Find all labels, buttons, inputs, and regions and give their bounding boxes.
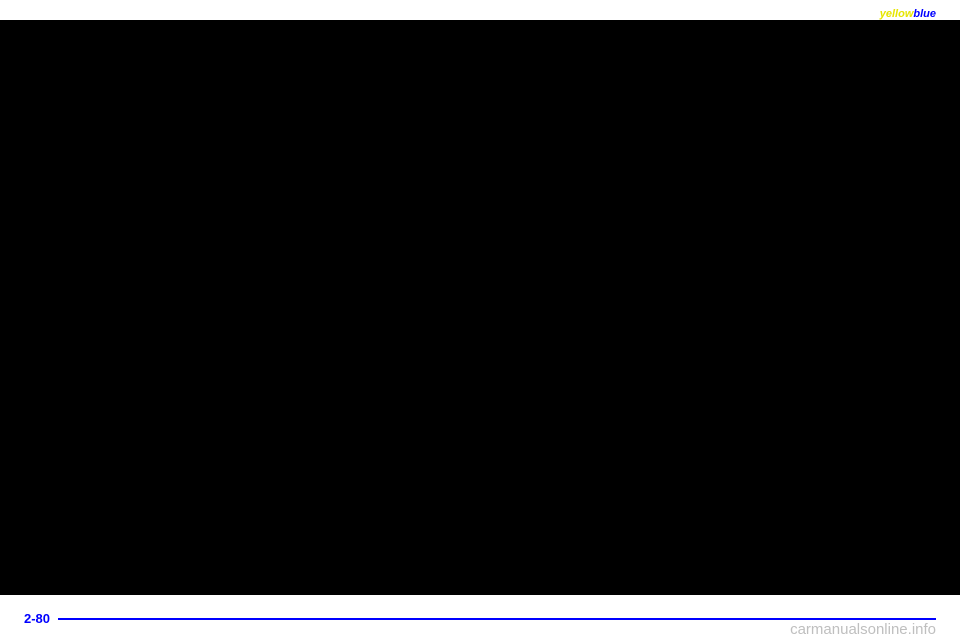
content-area — [0, 20, 960, 595]
footer-line — [58, 618, 936, 620]
header-mark: yellowblue — [880, 8, 936, 20]
page-number: 2-80 — [24, 611, 50, 626]
header-yellow-text: yellow — [880, 8, 914, 20]
watermark-text: carmanualsonline.info — [790, 621, 936, 638]
header-blue-text: blue — [913, 8, 936, 20]
